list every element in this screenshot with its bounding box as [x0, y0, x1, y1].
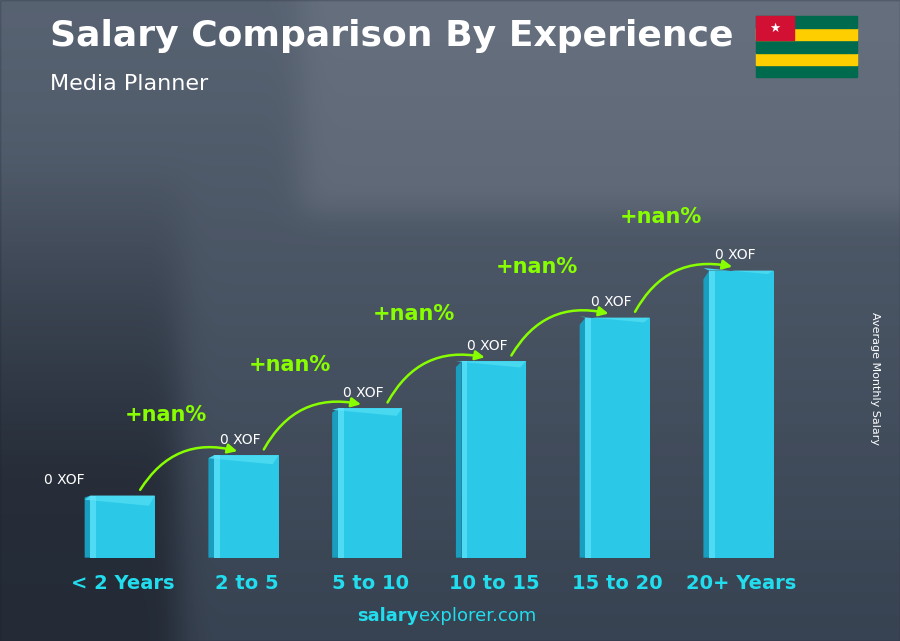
- Text: Salary Comparison By Experience: Salary Comparison By Experience: [50, 19, 733, 53]
- Text: +nan%: +nan%: [248, 354, 331, 375]
- Polygon shape: [704, 271, 709, 558]
- Polygon shape: [209, 455, 279, 464]
- Text: Media Planner: Media Planner: [50, 74, 208, 94]
- FancyArrowPatch shape: [388, 351, 482, 403]
- Bar: [586, 317, 591, 558]
- Polygon shape: [456, 362, 462, 558]
- Text: +nan%: +nan%: [496, 257, 579, 278]
- FancyArrowPatch shape: [264, 399, 358, 449]
- Text: 0 XOF: 0 XOF: [220, 433, 260, 447]
- Polygon shape: [332, 408, 338, 558]
- Text: 0 XOF: 0 XOF: [591, 296, 632, 309]
- Text: +nan%: +nan%: [125, 405, 207, 425]
- Text: 0 XOF: 0 XOF: [467, 339, 508, 353]
- Text: salary: salary: [357, 607, 418, 625]
- Polygon shape: [85, 495, 155, 506]
- Bar: [586, 317, 650, 558]
- Text: 0 XOF: 0 XOF: [344, 386, 384, 400]
- Bar: [90, 495, 96, 558]
- Text: ★: ★: [770, 22, 781, 35]
- Polygon shape: [209, 455, 214, 558]
- Text: 0 XOF: 0 XOF: [43, 473, 85, 487]
- Bar: [214, 455, 279, 558]
- Polygon shape: [580, 317, 650, 322]
- Bar: [709, 271, 773, 558]
- FancyArrowPatch shape: [140, 445, 235, 490]
- Bar: [709, 271, 715, 558]
- Bar: [214, 455, 220, 558]
- Bar: [338, 408, 402, 558]
- Polygon shape: [85, 495, 90, 558]
- Text: Average Monthly Salary: Average Monthly Salary: [869, 312, 880, 445]
- Polygon shape: [456, 362, 526, 367]
- FancyArrowPatch shape: [635, 261, 730, 312]
- Polygon shape: [332, 408, 402, 416]
- Bar: [90, 495, 155, 558]
- Bar: [462, 362, 526, 558]
- Text: +nan%: +nan%: [373, 304, 454, 324]
- Polygon shape: [704, 268, 773, 274]
- Text: 0 XOF: 0 XOF: [715, 248, 755, 262]
- Text: +nan%: +nan%: [620, 207, 702, 227]
- FancyArrowPatch shape: [511, 308, 606, 356]
- Bar: [462, 362, 467, 558]
- Bar: [338, 408, 344, 558]
- Polygon shape: [580, 317, 586, 558]
- Text: explorer.com: explorer.com: [418, 607, 536, 625]
